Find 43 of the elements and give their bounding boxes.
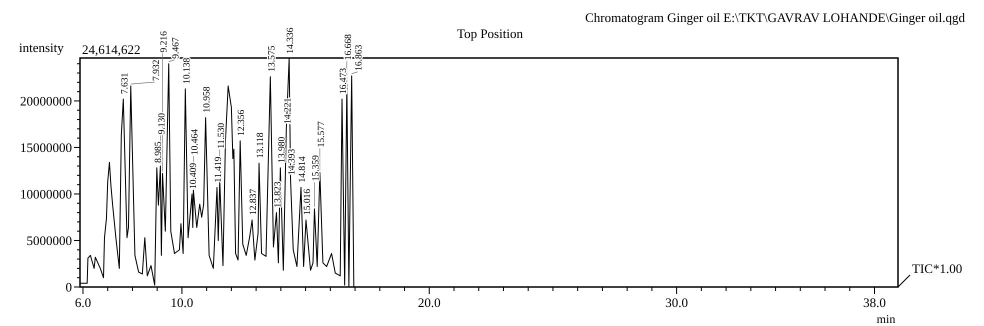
- x-tick-label: 10.0: [170, 295, 194, 310]
- y-tick-label: 0: [66, 280, 72, 295]
- text: 24,614,622: [82, 42, 140, 57]
- annotation: 13.823: [273, 181, 284, 208]
- annotation: 8.985: [154, 141, 164, 163]
- annotation: 10.138: [182, 57, 192, 84]
- y-tick-label: 5000000: [26, 233, 72, 248]
- y-tick-label: 20000000: [20, 93, 72, 108]
- text: TIC*1.00: [912, 261, 962, 276]
- annotation: 16.473: [339, 68, 350, 94]
- annotation: 10.958: [202, 86, 213, 113]
- annotation: 15.577: [316, 121, 327, 148]
- annotation: 10.464: [190, 128, 200, 156]
- annotation: 14.336: [286, 27, 296, 54]
- annotation: 13.575: [267, 45, 278, 72]
- annotation: 11.530: [216, 122, 227, 149]
- annotation: 7.631: [120, 72, 130, 94]
- annotation: 14.814: [298, 156, 308, 182]
- annotation: 13.118: [256, 132, 266, 158]
- annotation: 15.359: [311, 154, 322, 182]
- annotation: 14.221: [283, 97, 294, 124]
- x-tick-label: 20.0: [418, 295, 441, 310]
- annotation: 16.863: [354, 44, 365, 71]
- chart-title: Chromatogram Ginger oil E:\TKT\GAVRAV LOHANDE\Ginger oil.qgd: [585, 10, 966, 25]
- annotation: 7.932: [152, 59, 162, 82]
- annotation: 11.419: [214, 156, 224, 182]
- annotation: 9.130: [157, 112, 168, 134]
- y-axis-title: intensity: [19, 40, 64, 55]
- y-tick-label: 10000000: [20, 186, 72, 202]
- x-tick-label: 38.0: [863, 295, 886, 310]
- x-tick-label: 6.0: [74, 295, 92, 310]
- annotation: 12.837: [249, 188, 260, 216]
- annotation: 15.016: [302, 188, 313, 216]
- annotation: 9.216: [160, 30, 170, 53]
- annotation: 13.980: [277, 136, 288, 163]
- annotation: 12.356: [237, 110, 248, 136]
- chart-subtitle: Top Position: [457, 26, 524, 41]
- annotation: 10.409: [189, 162, 200, 189]
- annotation: 14.393: [288, 148, 298, 176]
- x-tick-label: 30.0: [665, 295, 688, 310]
- x-axis-title: min: [876, 312, 896, 326]
- annotation: 9.467: [172, 37, 182, 59]
- y-tick-label: 15000000: [20, 140, 72, 155]
